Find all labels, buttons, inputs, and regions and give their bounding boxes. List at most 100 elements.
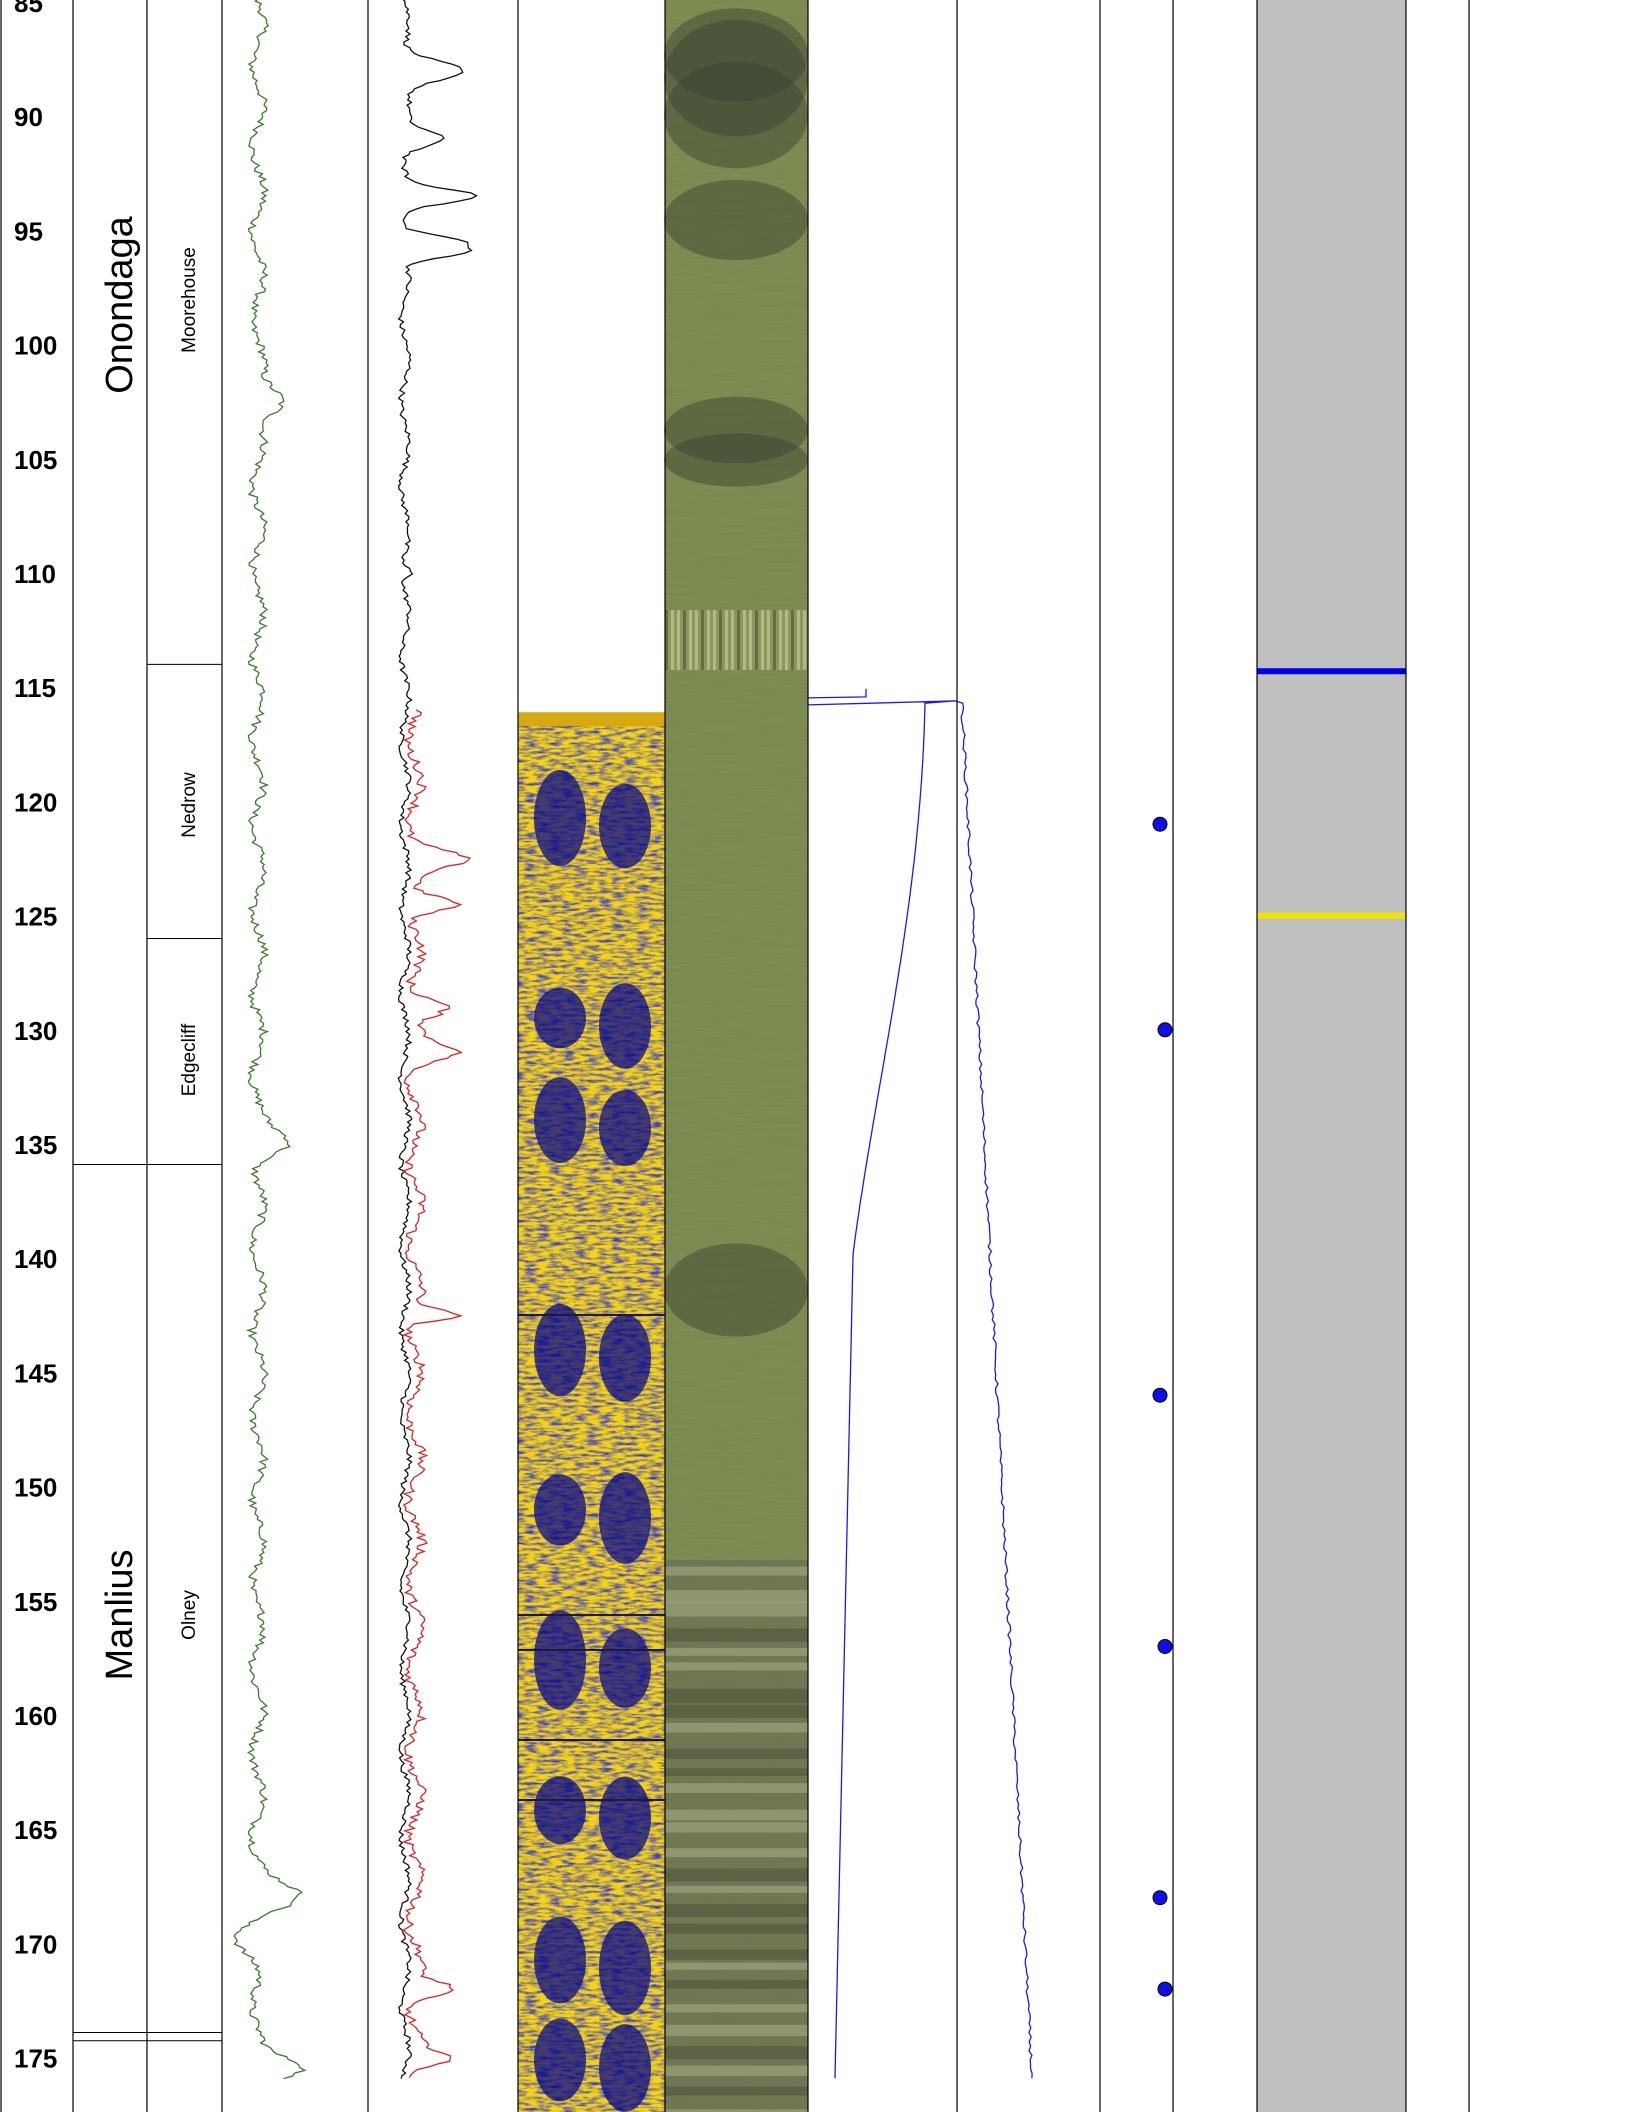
optical-band bbox=[797, 610, 800, 670]
depth-tick-label: 150 bbox=[14, 1473, 57, 1503]
optical-band bbox=[785, 610, 788, 670]
optical-stripe bbox=[665, 1647, 808, 1656]
optical-band bbox=[683, 610, 686, 670]
sample-point bbox=[1152, 1387, 1168, 1403]
optical-band bbox=[773, 610, 776, 670]
marker-line bbox=[1257, 912, 1406, 919]
optical-stripe bbox=[665, 1662, 808, 1671]
acoustic-blob bbox=[599, 2024, 651, 2112]
member-label: Edgecliff bbox=[179, 1023, 200, 1096]
track-borders bbox=[0, 0, 1470, 2112]
optical-blotch bbox=[664, 8, 808, 102]
optical-stripe bbox=[665, 1848, 808, 1858]
depth-tick-label: 90 bbox=[14, 102, 43, 132]
depth-tick-label: 120 bbox=[14, 787, 57, 817]
depth-tick-label: 125 bbox=[14, 902, 57, 932]
optical-band bbox=[677, 610, 680, 670]
depth-tick-label: 145 bbox=[14, 1358, 57, 1388]
optical-band bbox=[743, 610, 746, 670]
depth-tick-label: 115 bbox=[14, 673, 56, 703]
acoustic-blob bbox=[534, 1303, 586, 1397]
depth-tick-label: 95 bbox=[14, 216, 43, 246]
depth-axis: 85 90 95 100 105 110 115 120 125 130 135 140 145 150 1… bbox=[14, 0, 57, 2074]
optical-stripe bbox=[665, 1783, 808, 1793]
optical-band bbox=[737, 610, 740, 670]
sample-point bbox=[1152, 816, 1168, 832]
acoustic-blob bbox=[599, 1920, 651, 2016]
optical-band bbox=[725, 610, 728, 670]
sample-point bbox=[1157, 1638, 1173, 1654]
member-label: Moorehouse bbox=[179, 247, 200, 353]
depth-tick-label: 130 bbox=[14, 1016, 57, 1046]
optical-band bbox=[767, 610, 770, 670]
acoustic-blob bbox=[599, 1472, 651, 1564]
optical-stripe bbox=[665, 1601, 808, 1617]
sample-point bbox=[1152, 1890, 1168, 1906]
optical-band bbox=[713, 610, 716, 670]
optical-band bbox=[701, 610, 704, 670]
member-label: Nedrow bbox=[179, 772, 200, 838]
resistivity-curve bbox=[397, 0, 478, 2079]
acoustic-blob bbox=[534, 1610, 586, 1710]
optical-band bbox=[719, 610, 722, 670]
gamma-curve bbox=[233, 0, 307, 2080]
acoustic-texture bbox=[518, 726, 665, 2112]
acoustic-blob bbox=[599, 1090, 651, 1166]
optical-band bbox=[791, 610, 794, 670]
acoustic-blob bbox=[599, 783, 651, 869]
optical-band bbox=[731, 610, 734, 670]
optical-band bbox=[695, 610, 698, 670]
optical-stripe bbox=[665, 1566, 808, 1576]
optical-stripe bbox=[665, 1923, 808, 1934]
formation-label: Onondaga bbox=[99, 215, 141, 393]
optical-band bbox=[779, 610, 782, 670]
optical-blotch bbox=[664, 396, 808, 464]
acoustic-blob bbox=[599, 1628, 651, 1708]
optical-band-section bbox=[665, 610, 808, 670]
optical-stripe bbox=[665, 1688, 808, 1704]
acoustic-blob bbox=[599, 1314, 651, 1402]
sample-point bbox=[1157, 1022, 1173, 1038]
optical-stripe bbox=[665, 1722, 808, 1733]
optical-stripe bbox=[665, 1868, 808, 1882]
optical-band bbox=[803, 610, 806, 670]
optical-stripe bbox=[665, 1768, 808, 1776]
sample-point bbox=[1157, 1981, 1173, 1997]
acoustic-blob bbox=[534, 1916, 586, 2004]
optical-blotch bbox=[664, 433, 808, 487]
depth-tick-label: 140 bbox=[14, 1244, 57, 1274]
blue-log-curve-2 bbox=[954, 700, 1033, 2079]
track-labels: Onondaga Manlius Moorehouse Nedrow Edgecliff… bbox=[99, 215, 200, 1680]
blue-log-curve-1 bbox=[807, 700, 956, 2079]
marker-line bbox=[1257, 668, 1406, 675]
optical-band bbox=[665, 610, 668, 670]
acoustic-top-band bbox=[518, 712, 665, 727]
optical-stripe bbox=[665, 1809, 808, 1821]
optical-stripe bbox=[665, 1885, 808, 1893]
optical-band bbox=[707, 610, 710, 670]
optical-stripe bbox=[665, 2065, 808, 2077]
depth-tick-label: 155 bbox=[14, 1587, 57, 1617]
acoustic-blob bbox=[534, 987, 586, 1049]
formation-label: Manlius bbox=[99, 1550, 141, 1681]
optical-stripe bbox=[665, 1980, 808, 1989]
blue-log-stub bbox=[807, 688, 867, 699]
optical-stripe bbox=[665, 2024, 808, 2037]
depth-tick-label: 160 bbox=[14, 1701, 57, 1731]
optical-blotch bbox=[664, 180, 808, 260]
log-curves bbox=[233, 0, 1173, 2080]
optical-stripe bbox=[665, 2109, 808, 2112]
acoustic-blob bbox=[599, 1776, 651, 1860]
optical-stripe bbox=[665, 1589, 808, 1603]
optical-stripe bbox=[665, 1628, 808, 1642]
image-tracks bbox=[518, 0, 1406, 2112]
acoustic-blob bbox=[534, 1077, 586, 1163]
optical-stripe bbox=[665, 2086, 808, 2096]
optical-stripe bbox=[665, 1949, 808, 1960]
optical-band bbox=[749, 610, 752, 670]
optical-band bbox=[761, 610, 764, 670]
optical-blotch bbox=[664, 19, 808, 137]
optical-stripe bbox=[665, 2004, 808, 2013]
depth-tick-label: 105 bbox=[14, 445, 57, 475]
